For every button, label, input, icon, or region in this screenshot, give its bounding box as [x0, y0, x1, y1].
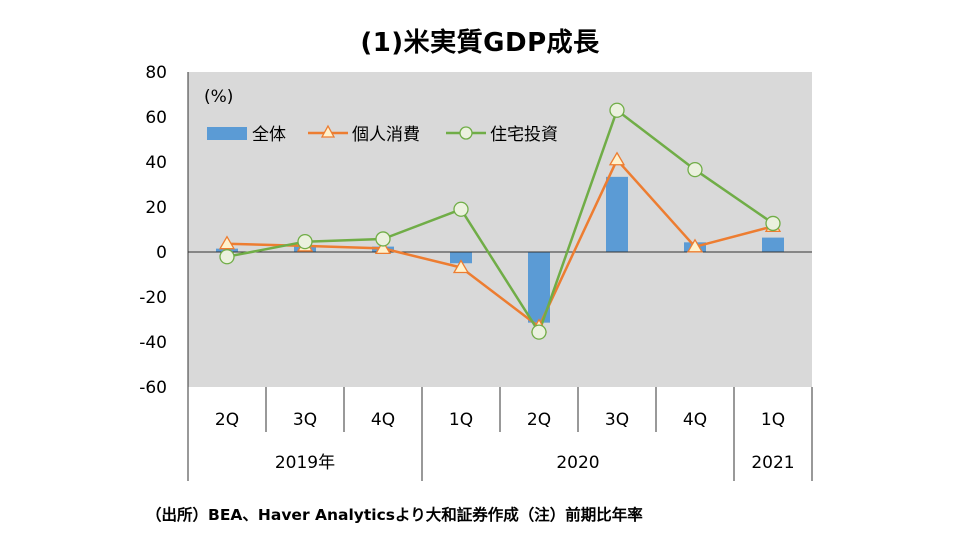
lines-layer: [226, 109, 774, 334]
marker-個人消費: [218, 235, 236, 250]
marker-個人消費: [452, 259, 470, 274]
year-group-label: 2021: [751, 453, 794, 473]
line-住宅投資: [226, 109, 774, 334]
x-tick-label: 3Q: [293, 410, 317, 430]
legend: 全体 個人消費 住宅投資: [207, 124, 558, 145]
y-tick-label: 60: [145, 108, 167, 128]
legend-label-housing: 住宅投資: [490, 125, 558, 145]
y-tick-label: 20: [145, 198, 167, 218]
marker-住宅投資: [453, 201, 469, 217]
unit-label: (%): [204, 87, 233, 107]
x-tick-label: 1Q: [761, 410, 785, 430]
legend-swatch-bar: [207, 127, 247, 140]
y-tick-label: -40: [139, 333, 167, 353]
bar-全体: [528, 252, 550, 323]
legend-label-bar: 全体: [252, 125, 286, 145]
legend-triangle-icon: [320, 124, 336, 138]
y-tick-labels: 80 60 40 20 0 -20 -40 -60: [139, 63, 167, 398]
x-tick-label: 2Q: [527, 410, 551, 430]
bar-全体: [450, 252, 472, 264]
legend-circle-icon: [459, 126, 473, 140]
bar-全体: [762, 237, 784, 252]
plot-area: [188, 72, 812, 387]
marker-個人消費: [686, 238, 704, 253]
marker-個人消費: [608, 151, 626, 166]
marker-住宅投資: [375, 231, 391, 247]
marker-住宅投資: [609, 102, 625, 118]
source-note: （出所）BEA、Haver Analyticsより大和証券作成（注）前期比年率: [146, 506, 643, 524]
bar-全体: [606, 176, 628, 252]
y-tick-label: 80: [145, 63, 167, 83]
year-group-label: 2019年: [275, 453, 335, 473]
marker-住宅投資: [687, 161, 703, 178]
x-tick-label: 4Q: [683, 410, 707, 430]
x-tick-label: 1Q: [449, 410, 473, 430]
markers-layer: [218, 102, 782, 340]
marker-住宅投資: [219, 249, 235, 265]
x-tick-label: 3Q: [605, 410, 629, 430]
marker-住宅投資: [765, 215, 781, 232]
marker-個人消費: [374, 240, 392, 255]
line-個人消費: [226, 158, 774, 328]
x-axis-table: 2Q 3Q 4Q 1Q 2Q 3Q 4Q 1Q 2019年 2020 2021: [187, 387, 813, 481]
marker-住宅投資: [297, 233, 313, 250]
y-tick-label: -20: [139, 288, 167, 308]
year-group-label: 2020: [556, 453, 599, 473]
chart-title: (1)米実質GDP成長: [360, 28, 600, 58]
x-tick-label: 4Q: [371, 410, 395, 430]
marker-住宅投資: [531, 324, 547, 340]
y-tick-label: 40: [145, 153, 167, 173]
legend-label-consumption: 個人消費: [352, 125, 420, 145]
x-tick-label: 2Q: [215, 410, 239, 430]
y-tick-label: -60: [139, 378, 167, 398]
y-tick-label: 0: [156, 243, 167, 263]
bars-layer: [216, 176, 784, 323]
